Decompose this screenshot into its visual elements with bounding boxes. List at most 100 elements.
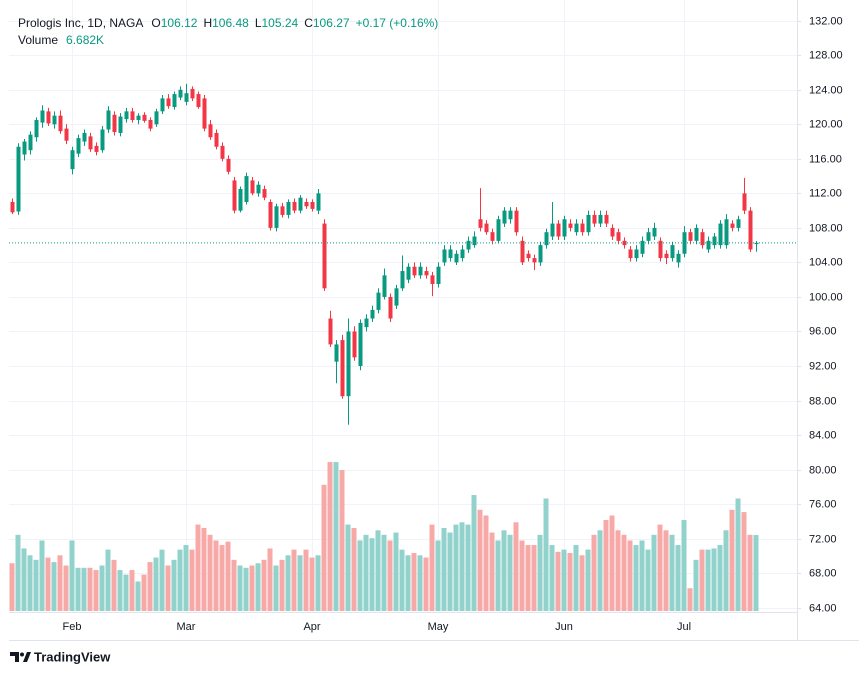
volume-bar [501, 530, 507, 611]
candle-body [352, 331, 357, 358]
candle-body [514, 210, 519, 233]
volume-bar [459, 522, 465, 611]
candle-body [592, 214, 597, 224]
candle-body [466, 240, 471, 250]
candle-body [376, 292, 381, 310]
candle-body [316, 193, 321, 211]
volume-bar [573, 545, 579, 611]
volume-bar [9, 563, 15, 611]
volume-bar [195, 524, 201, 611]
volume-bar [735, 498, 741, 611]
volume-bar [87, 567, 93, 611]
volume-bar [375, 530, 381, 611]
close-label: C [304, 16, 313, 30]
candle-body [172, 94, 177, 108]
candle-body [394, 288, 399, 306]
volume-bar [615, 530, 621, 611]
candle-body [616, 232, 621, 241]
y-tick-label: 92.00 [809, 360, 837, 372]
y-tick-label: 132.00 [809, 15, 843, 27]
candle-body [328, 318, 333, 345]
volume-bar [693, 559, 699, 611]
candle-body [418, 266, 423, 276]
volume-bar [267, 548, 273, 611]
volume-bar [519, 540, 525, 611]
candle-body [184, 93, 189, 102]
candle-body [568, 223, 573, 228]
volume-bar [423, 557, 429, 611]
y-tick-label: 80.00 [809, 464, 837, 476]
volume-bar [669, 534, 675, 611]
candle-body [190, 88, 195, 99]
volume-bar [171, 559, 177, 611]
volume-bar [411, 553, 417, 611]
candle-body [166, 98, 171, 107]
volume-bar [387, 540, 393, 611]
candle-body [70, 150, 75, 170]
volume-bar [681, 520, 687, 611]
change: +0.17 (+0.16%) [356, 16, 439, 30]
candle-body [346, 331, 351, 397]
volume-bar [105, 549, 111, 611]
candle-body [406, 266, 411, 280]
volume-bar [123, 574, 129, 611]
volume-bar [687, 588, 693, 611]
candle-body [52, 115, 57, 125]
y-tick-label: 124.00 [809, 84, 843, 96]
y-tick-label: 72.00 [809, 533, 837, 545]
candle-body [412, 266, 417, 276]
candle-body [286, 201, 291, 215]
volume-bar [315, 555, 321, 611]
candle-body [214, 132, 219, 147]
candle-body [274, 206, 279, 228]
candle-body [310, 201, 315, 209]
volume-legend: Volume 6.682K [18, 33, 104, 47]
volume-bar [39, 540, 45, 611]
y-tick-label: 120.00 [809, 118, 843, 130]
candle-body [484, 223, 489, 233]
volume-bar [747, 534, 753, 611]
y-tick-label: 84.00 [809, 429, 837, 441]
x-tick-label: May [428, 621, 449, 633]
volume-label: Volume [18, 33, 58, 47]
volume-bar [135, 581, 141, 611]
candle-body [646, 232, 651, 241]
volume-bar [345, 524, 351, 611]
candle-body [538, 245, 543, 263]
candle-body [292, 201, 297, 211]
volume-bar [243, 567, 249, 611]
candle-body [478, 219, 483, 228]
volume-bar [723, 530, 729, 611]
candle-body [718, 223, 723, 246]
candle-body [16, 146, 21, 212]
volume-bar [663, 530, 669, 611]
candle-body [700, 232, 705, 246]
volume-bar [363, 534, 369, 611]
volume-bar [261, 559, 267, 611]
volume-bar [303, 549, 309, 611]
volume-bar [189, 549, 195, 611]
candle-body [28, 134, 33, 151]
candle-body [526, 253, 531, 259]
candle-body [202, 98, 207, 129]
candle-body [148, 119, 153, 129]
grid [9, 0, 797, 612]
volume-bar [15, 534, 21, 611]
volume-bar [207, 534, 213, 611]
candle-body [10, 201, 15, 213]
volume-bar [285, 555, 291, 611]
candle-body [238, 189, 243, 211]
candle-body [460, 249, 465, 259]
volume-bar [621, 534, 627, 611]
high-value: 106.48 [212, 16, 249, 30]
brand-logo [10, 652, 31, 662]
volume-bar [699, 549, 705, 611]
volume-bar [429, 524, 435, 611]
candle-body [160, 98, 165, 112]
volume-bar [585, 549, 591, 611]
candle-body [106, 110, 111, 130]
volume-bar [507, 534, 513, 611]
volume-bar [549, 545, 555, 611]
volume-bar [705, 549, 711, 611]
